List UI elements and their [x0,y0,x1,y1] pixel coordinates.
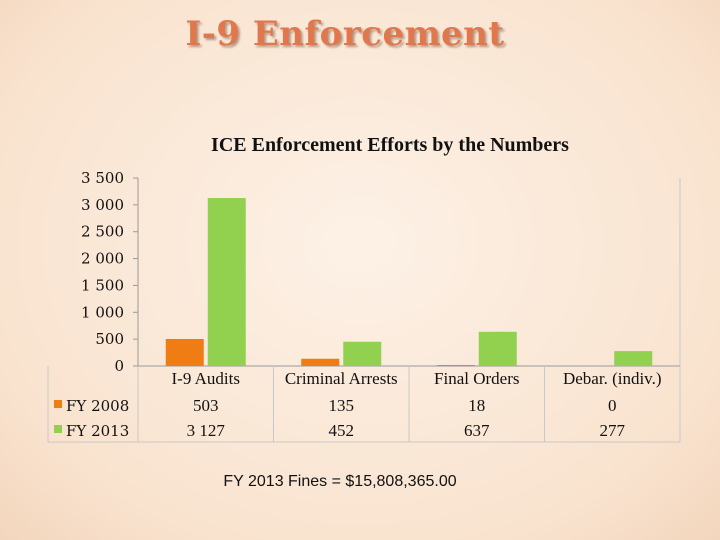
category-label: I-9 Audits [172,369,240,388]
chart-title: ICE Enforcement Efforts by the Numbers [211,134,569,156]
data-table-value: 503 [193,396,219,415]
category-label: Final Orders [434,369,519,388]
category-label: Criminal Arrests [285,369,398,388]
y-tick-label: 500 [95,330,124,348]
data-table: I-9 Audits 503 3 127 Criminal Arrests 135 452… [172,369,662,440]
y-tick-label: 3 500 [81,169,124,187]
y-tick-label: 1 000 [81,303,124,321]
bar-fy-2013-2 [478,331,517,366]
fines-footnote: FY 2013 Fines = $15,808,365.00 [223,473,457,490]
bar-fy-2013-1 [343,341,382,366]
chart-axes [47,178,681,443]
legend-swatch [54,425,62,433]
legend-swatch [54,400,62,408]
bar-series [165,198,653,366]
y-tick-label: 2 500 [81,223,124,241]
y-axis-ticks: 3 500 3 000 2 500 2 000 1 500 1 000 500 0 [81,169,138,375]
y-tick-label: 3 000 [81,196,124,214]
y-tick-label: 0 [114,357,124,375]
data-table-value: 0 [608,396,617,415]
data-table-value: 135 [329,396,355,415]
data-table-value: 18 [468,396,485,415]
data-table-value: 277 [600,421,626,440]
legend-label: FY 2008 [66,397,129,415]
legend: FY 2008 FY 2013 [54,397,129,440]
bar-fy-2008-2 [436,365,475,366]
y-tick-label: 1 500 [81,276,124,294]
data-table-value: 3 127 [187,421,226,440]
data-table-value: 452 [329,421,355,440]
slide-title: I-9 Enforcement [185,14,505,54]
bar-fy-2013-0 [207,198,246,366]
data-table-value: 637 [464,421,490,440]
legend-label: FY 2013 [66,422,129,440]
bar-fy-2008-1 [301,358,340,366]
bar-fy-2008-0 [165,338,204,366]
y-tick-label: 2 000 [81,250,124,268]
category-label: Debar. (indiv.) [563,369,662,388]
bar-fy-2013-3 [614,351,653,366]
